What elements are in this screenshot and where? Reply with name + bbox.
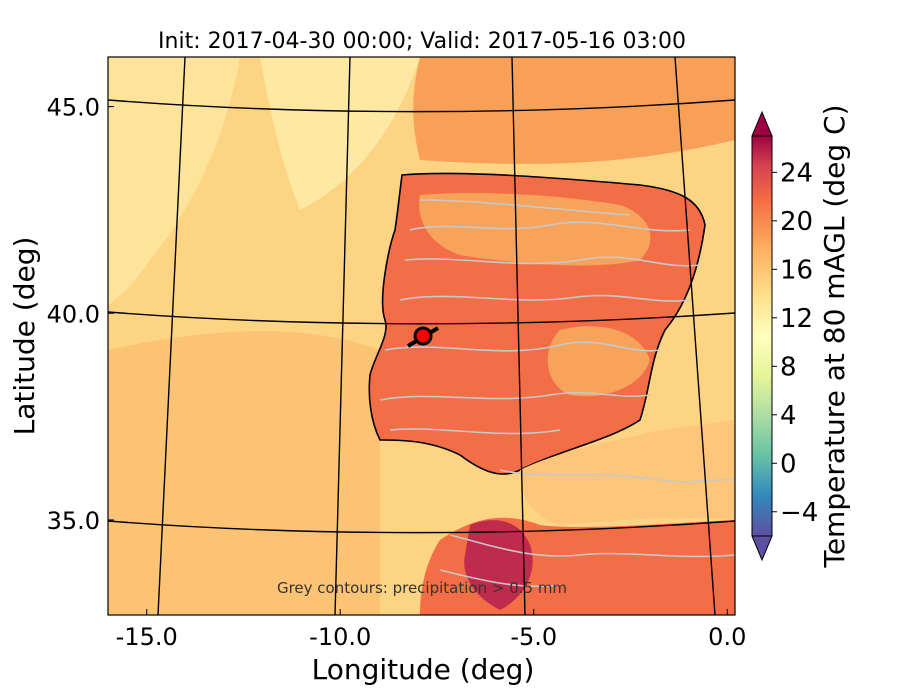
northwest-cool-band bbox=[108, 57, 240, 305]
parallel-40 bbox=[108, 311, 735, 325]
y-axis-label: Latitude (deg) bbox=[8, 237, 41, 436]
colorbar-tick-label: 0 bbox=[780, 449, 797, 479]
x-axis-ticks: -15.0 -10.0 -5.0 0.0 bbox=[116, 609, 746, 651]
colorbar-tick-label: 4 bbox=[780, 401, 797, 431]
map-area: Grey contours: precipitation > 0.5 mm bbox=[108, 57, 735, 615]
meridian-0 bbox=[674, 57, 716, 615]
colorbar-label: Temperature at 80 mAGL (deg C) bbox=[818, 104, 851, 568]
y-axis-ticks: 35.0 40.0 45.0 bbox=[47, 94, 114, 535]
colorbar-tick-label: 16 bbox=[780, 255, 813, 285]
biscay-warm-band bbox=[413, 57, 735, 164]
colorbar: 24 20 16 12 8 4 0 −4 Temperature at 80 mAGL (de… bbox=[751, 104, 851, 569]
colorbar-tick-label: 20 bbox=[780, 207, 813, 237]
precip-contours bbox=[379, 199, 735, 588]
meridian-neg10 bbox=[334, 57, 351, 615]
colorbar-ticks: 24 20 16 12 8 4 0 −4 bbox=[772, 158, 818, 528]
plot-frame bbox=[107, 56, 736, 616]
contour-note: Grey contours: precipitation > 0.5 mm bbox=[277, 579, 567, 597]
chart-title: Init: 2017-04-30 00:00; Valid: 2017-05-1… bbox=[158, 29, 686, 54]
colorbar-tick-label: −4 bbox=[780, 498, 818, 528]
meridian-neg15 bbox=[157, 57, 186, 615]
x-tick-label: -5.0 bbox=[510, 623, 557, 651]
colorbar-extend-max bbox=[751, 110, 773, 137]
marker-dot bbox=[413, 326, 433, 346]
site-marker bbox=[406, 326, 440, 348]
meridian-neg5 bbox=[511, 57, 526, 615]
x-axis-label: Longitude (deg) bbox=[312, 653, 535, 686]
colorbar-extend-min bbox=[751, 535, 773, 562]
mediterranean-band bbox=[520, 420, 735, 525]
y-tick-label: 40.0 bbox=[47, 300, 100, 328]
colorbar-bar bbox=[751, 135, 773, 537]
x-tick-label: -10.0 bbox=[309, 623, 371, 651]
colorbar-tick-label: 24 bbox=[780, 158, 813, 188]
parallel-45 bbox=[108, 99, 735, 113]
north-cool-band bbox=[260, 57, 420, 210]
x-tick-label: 0.0 bbox=[708, 623, 746, 651]
colorbar-tick-label: 12 bbox=[780, 304, 813, 334]
x-tick-label: -15.0 bbox=[116, 623, 178, 651]
east-iberia-mild bbox=[547, 326, 650, 397]
y-tick-label: 45.0 bbox=[47, 94, 100, 122]
southwest-ocean-band bbox=[108, 331, 380, 615]
colorbar-tick-label: 8 bbox=[780, 352, 797, 382]
parallel-35 bbox=[108, 520, 735, 534]
y-tick-label: 35.0 bbox=[47, 507, 100, 535]
graticule bbox=[108, 57, 735, 615]
north-iberia-mild bbox=[419, 193, 651, 266]
